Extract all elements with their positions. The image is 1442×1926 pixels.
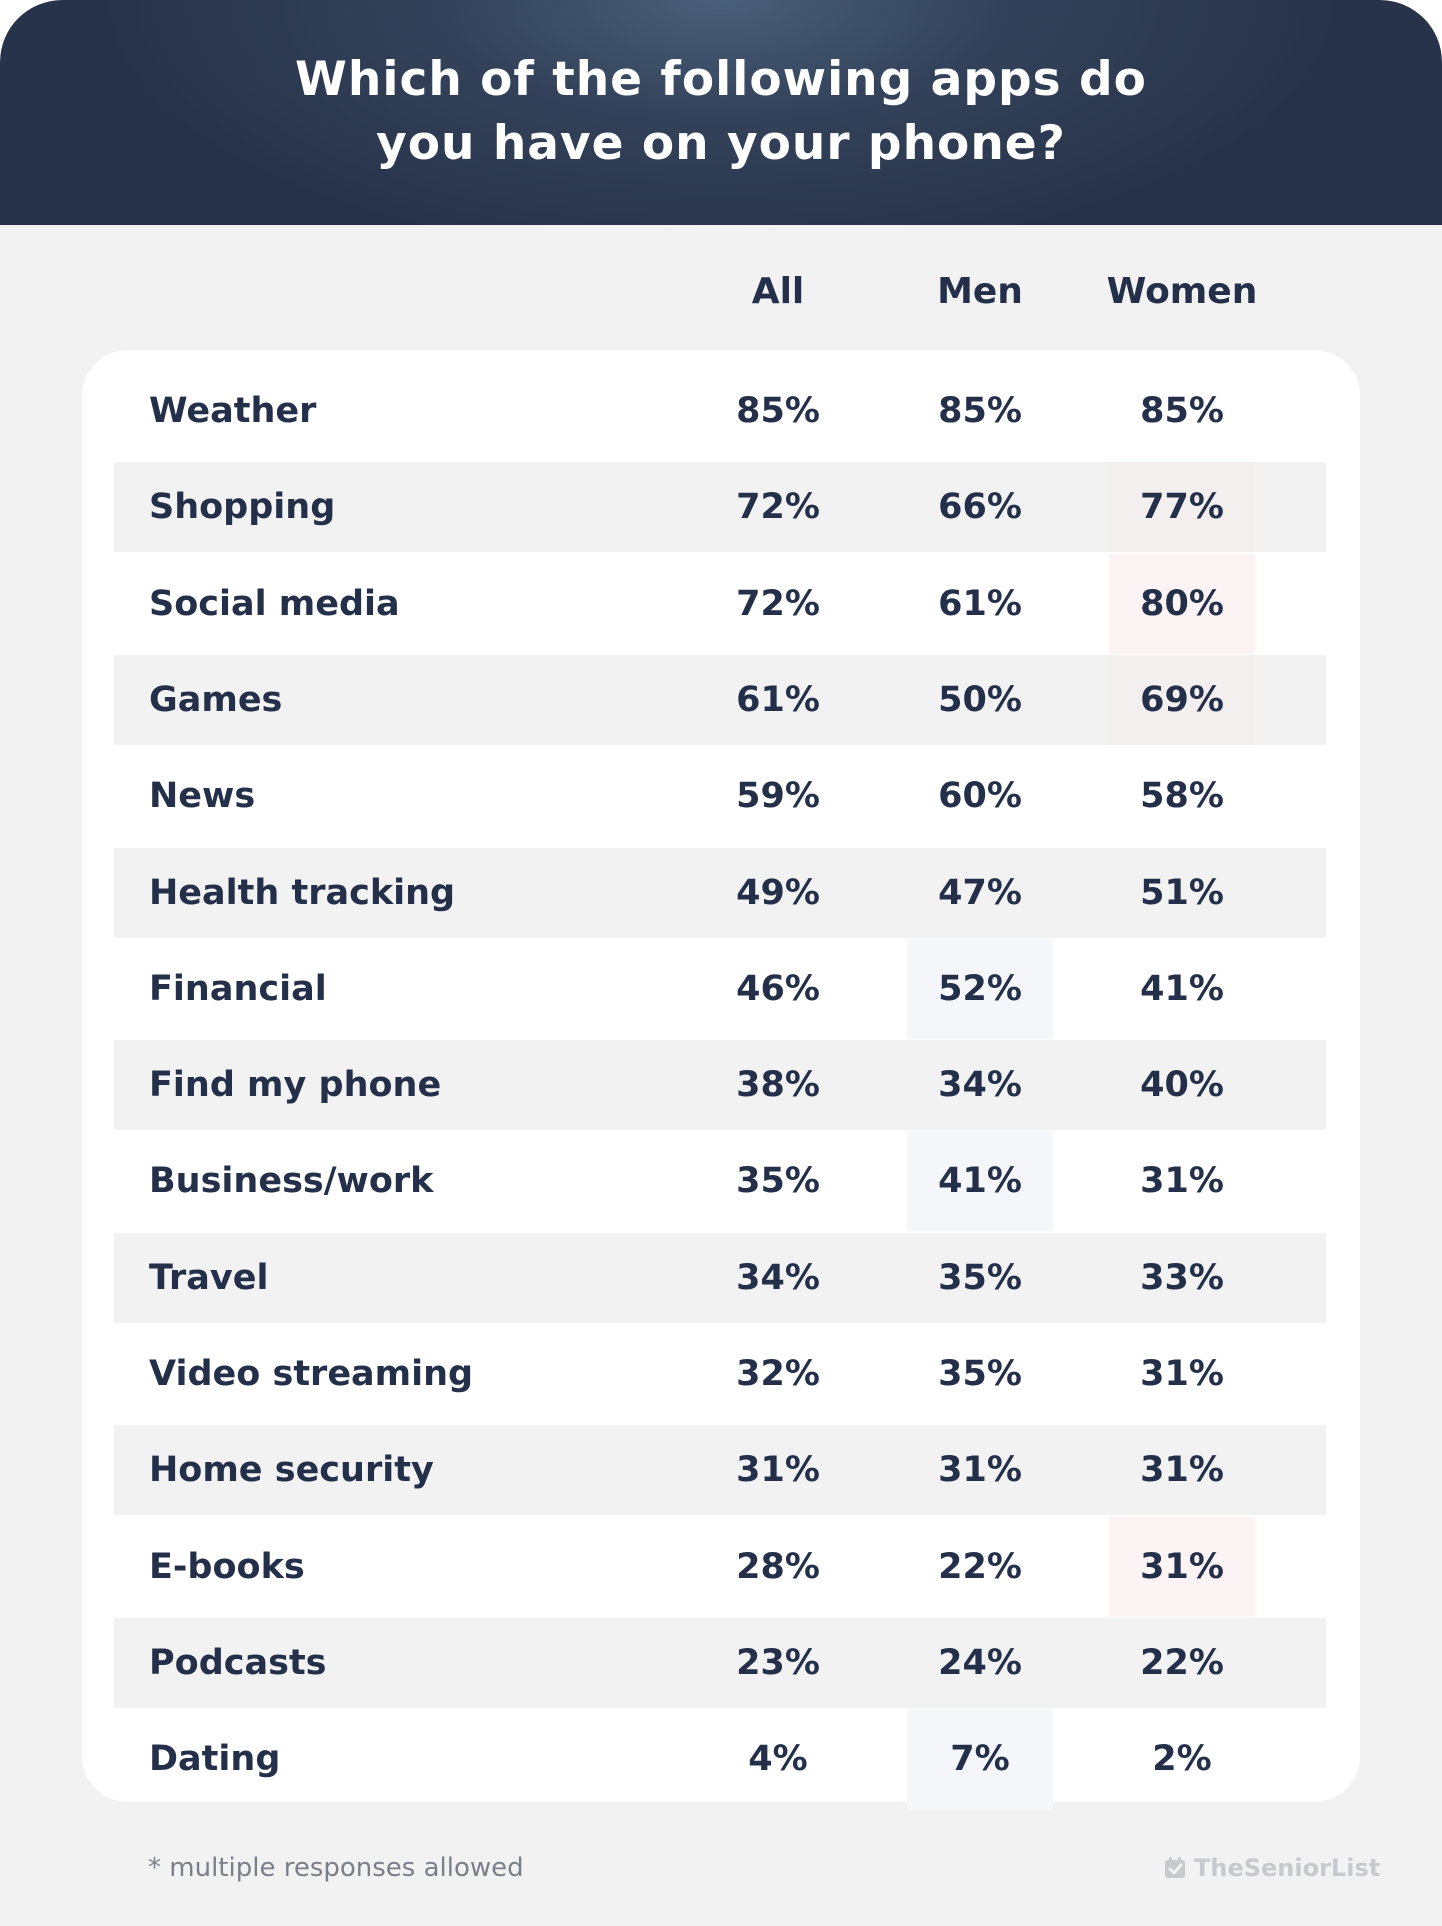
cell-women: 2%	[1152, 1739, 1212, 1780]
row-label: Weather	[149, 391, 317, 431]
row-label: Dating	[149, 1739, 281, 1780]
cell-all: 59%	[736, 776, 820, 817]
cell-all: 35%	[736, 1161, 820, 1202]
table-row: Business/work 35% 41% 31%	[114, 1131, 1326, 1232]
row-label: Travel	[149, 1257, 269, 1298]
column-header-women: Women	[1106, 271, 1258, 312]
cell-men: 66%	[938, 487, 1022, 528]
cell-women: 80%	[1109, 553, 1255, 654]
cell-men: 52%	[907, 938, 1053, 1039]
cell-men: 35%	[938, 1257, 1022, 1298]
cell-all: 4%	[748, 1739, 808, 1780]
cell-all: 72%	[736, 487, 820, 528]
cell-men: 50%	[938, 679, 1022, 720]
cell-all: 28%	[736, 1546, 820, 1587]
cell-men: 35%	[938, 1354, 1022, 1394]
calendar-check-icon	[1165, 1857, 1185, 1878]
footnote: * multiple responses allowed	[148, 1853, 524, 1883]
cell-men: 31%	[938, 1450, 1022, 1491]
cell-women: 31%	[1140, 1161, 1224, 1202]
cell-women: 31%	[1140, 1450, 1224, 1491]
cell-men: 61%	[938, 583, 1022, 624]
row-label: Business/work	[149, 1161, 434, 1202]
row-label: Find my phone	[149, 1065, 442, 1106]
cell-women: 51%	[1140, 872, 1224, 913]
table-row: Health tracking 49% 47% 51%	[114, 847, 1326, 938]
cell-men: 24%	[938, 1642, 1022, 1683]
row-label: Games	[149, 679, 283, 720]
cell-women: 77%	[1109, 462, 1255, 553]
table-row: Podcasts 23% 24% 22%	[114, 1617, 1326, 1708]
cell-men: 22%	[938, 1546, 1022, 1587]
cell-women: 33%	[1140, 1257, 1224, 1298]
table-row: Dating 4% 7% 2%	[114, 1709, 1326, 1810]
cell-all: 49%	[736, 872, 820, 913]
cell-men: 47%	[938, 872, 1022, 913]
row-label: Home security	[149, 1450, 434, 1491]
row-label: Video streaming	[149, 1354, 474, 1394]
table-row: Games 61% 50% 69%	[114, 654, 1326, 745]
cell-men: 41%	[907, 1131, 1053, 1232]
cell-women: 40%	[1140, 1065, 1224, 1106]
cell-women: 69%	[1109, 654, 1255, 745]
table-row: Shopping 72% 66% 77%	[114, 462, 1326, 553]
cell-women: 58%	[1140, 776, 1224, 817]
cell-women: 85%	[1140, 391, 1224, 431]
header-banner: Which of the following apps do you have …	[0, 0, 1442, 225]
row-label: Financial	[149, 968, 327, 1009]
column-header-men: Men	[937, 271, 1023, 312]
cell-all: 31%	[736, 1450, 820, 1491]
table-row: Home security 31% 31% 31%	[114, 1425, 1326, 1516]
column-header-all: All	[751, 271, 805, 312]
cell-all: 23%	[736, 1642, 820, 1683]
cell-women: 31%	[1140, 1354, 1224, 1394]
title-line-1: Which of the following apps do	[295, 52, 1147, 107]
row-label: E-books	[149, 1546, 305, 1587]
cell-all: 38%	[736, 1065, 820, 1106]
brand-watermark: TheSeniorList	[1162, 1850, 1380, 1886]
table-row: Social media 72% 61% 80%	[114, 553, 1326, 654]
row-label: Social media	[149, 583, 400, 624]
table-row: Travel 34% 35% 33%	[114, 1232, 1326, 1323]
row-label: Health tracking	[149, 872, 456, 913]
row-label: News	[149, 776, 256, 817]
table-row: E-books 28% 22% 31%	[114, 1516, 1326, 1617]
table-row: Weather 85% 85% 85%	[114, 361, 1326, 461]
cell-all: 46%	[736, 968, 820, 1009]
cell-women: 41%	[1140, 968, 1224, 1009]
cell-women: 31%	[1109, 1516, 1255, 1617]
title-line-2: you have on your phone?	[376, 116, 1066, 171]
cell-all: 34%	[736, 1257, 820, 1298]
table-row: News 59% 60% 58%	[114, 746, 1326, 846]
cell-women: 22%	[1140, 1642, 1224, 1683]
cell-all: 72%	[736, 583, 820, 624]
cell-all: 32%	[736, 1354, 820, 1394]
cell-men: 7%	[907, 1709, 1053, 1810]
table-row: Video streaming 32% 35% 31%	[114, 1324, 1326, 1424]
chart-title: Which of the following apps do you have …	[0, 48, 1442, 176]
row-label: Shopping	[149, 487, 336, 528]
row-label: Podcasts	[149, 1642, 327, 1683]
table-row: Find my phone 38% 34% 40%	[114, 1040, 1326, 1131]
table-row: Financial 46% 52% 41%	[114, 938, 1326, 1039]
cell-men: 34%	[938, 1065, 1022, 1106]
brand-name: TheSeniorList	[1194, 1854, 1381, 1882]
cell-all: 85%	[736, 391, 820, 431]
cell-men: 85%	[938, 391, 1022, 431]
cell-men: 60%	[938, 776, 1022, 817]
cell-all: 61%	[736, 679, 820, 720]
